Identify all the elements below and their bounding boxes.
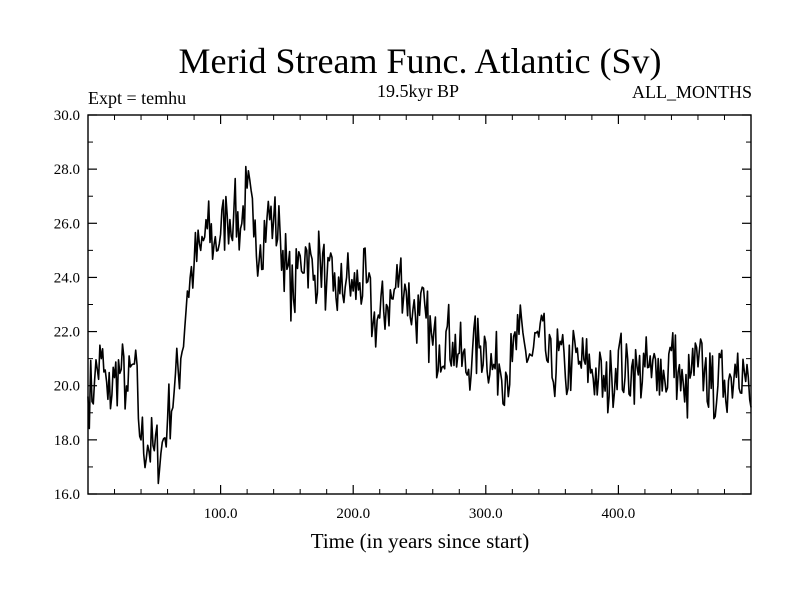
experiment-label: Expt = temhu <box>88 88 186 108</box>
x-axis-title: Time (in years since start) <box>311 529 530 553</box>
period-label: 19.5kyr BP <box>377 81 459 101</box>
months-label: ALL_MONTHS <box>632 82 752 102</box>
y-tick-label: 16.0 <box>54 487 80 503</box>
y-tick-label: 28.0 <box>54 162 80 178</box>
x-tick-label: 300.0 <box>469 506 503 522</box>
y-tick-label: 18.0 <box>54 433 80 449</box>
x-tick-label: 200.0 <box>336 506 370 522</box>
y-tick-label: 26.0 <box>54 216 80 232</box>
y-tick-label: 30.0 <box>54 108 80 124</box>
y-tick-label: 20.0 <box>54 379 80 395</box>
y-tick-label: 22.0 <box>54 325 80 341</box>
x-tick-label: 100.0 <box>204 506 238 522</box>
y-axis: 16.0 18.0 20.0 22.0 24.0 26.0 28.0 30.0 <box>54 108 751 503</box>
y-tick-label: 24.0 <box>54 270 80 286</box>
chart-title: Merid Stream Func. Atlantic (Sv) <box>179 41 662 81</box>
x-axis: 100.0 200.0 300.0 400.0 <box>114 115 725 522</box>
plot-frame <box>87 114 752 495</box>
x-tick-label: 400.0 <box>602 506 636 522</box>
series-line <box>87 165 752 485</box>
